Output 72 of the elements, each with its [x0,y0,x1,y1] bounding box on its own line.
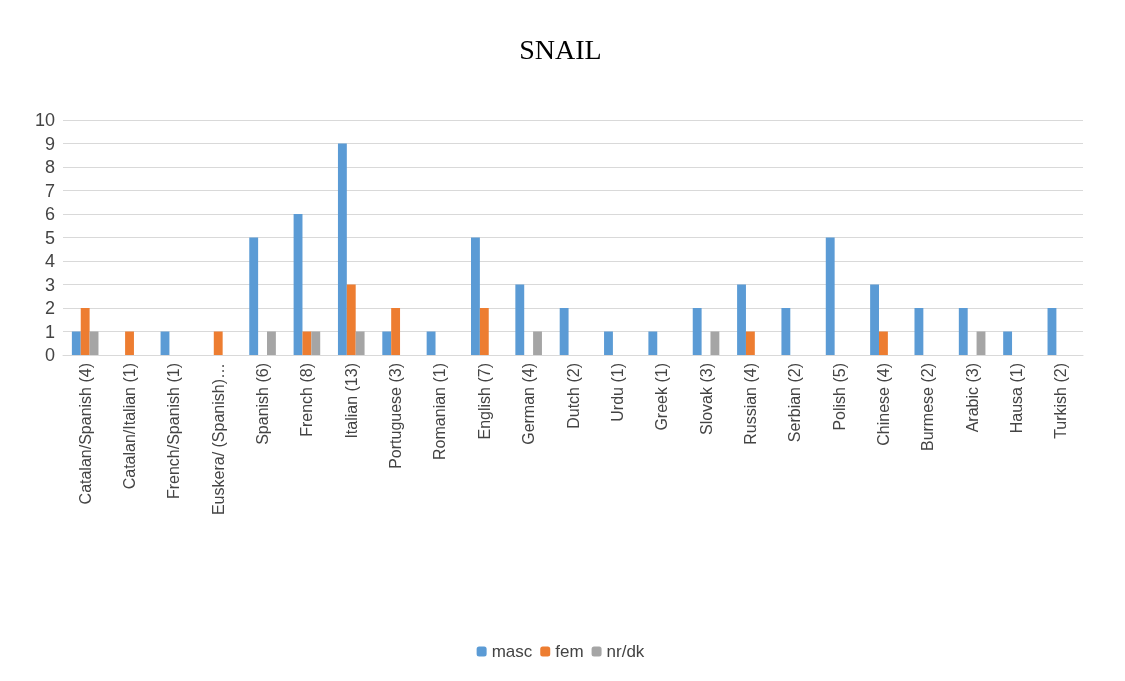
x-tick-label: Urdu (1) [608,363,626,422]
y-tick-label: 2 [44,298,55,318]
x-tick-label: Polish (5) [830,363,848,431]
bar [311,331,321,355]
y-tick-label: 1 [44,321,55,342]
x-tick-label: Chinese (4) [874,363,892,446]
bar [1003,331,1013,355]
bar [745,331,755,355]
bar [958,308,968,355]
bar [125,331,134,355]
y-tick-label: 9 [44,133,55,154]
bar [1047,308,1057,355]
x-tick-label: French (8) [298,363,316,437]
bar [914,308,924,355]
x-tick-label: Turkish (2) [1052,363,1070,439]
x-tick-label: Portuguese (3) [387,363,405,469]
x-tick-label: Greek (1) [653,363,671,431]
chart-title: SNAIL [519,33,602,65]
x-tick-label: Russian (4) [741,363,759,445]
bar [479,308,489,355]
bar [559,308,569,355]
bar [355,331,365,355]
bar [825,237,835,355]
bar [80,308,90,355]
bar [346,284,356,355]
bar [533,331,542,355]
y-tick-label: 5 [44,227,55,248]
y-tick-label: 6 [44,204,55,224]
x-tick-label: Euskera/ (Spanish)… [209,363,227,516]
x-tick-label: German (4) [520,363,538,445]
legend-label: masc [491,642,533,661]
x-tick-label: English (7) [475,363,493,440]
bar [781,308,791,355]
y-tick-label: 8 [44,157,55,177]
bar [337,143,347,355]
y-tick-label: 7 [44,180,55,201]
bar [870,284,879,355]
bar [391,308,401,355]
bar [879,331,888,355]
legend-label: fem [555,642,584,661]
bar [604,331,613,355]
bar [71,331,81,355]
bar [267,331,276,355]
x-tick-label: Catalan/Spanish (4) [76,363,94,505]
legend-label: nr/dk [606,642,645,661]
x-tick-label: Arabic (3) [963,363,981,433]
x-tick-label: Hausa (1) [1007,363,1025,434]
bar [213,331,223,355]
x-tick-label: Italian (13) [342,363,360,439]
x-tick-label: Catalan/Italian (1) [121,363,139,490]
y-tick-label: 10 [34,110,55,130]
x-tick-label: Dutch (2) [564,363,582,429]
bar [737,284,746,355]
y-tick-label: 0 [44,345,55,365]
bar [249,237,259,355]
bar [692,308,702,355]
bar [382,331,392,355]
bar [302,331,312,355]
bar [471,237,480,355]
x-tick-label: Slovak (3) [697,363,715,436]
bar [515,284,525,355]
bar [293,214,303,355]
y-tick-label: 4 [44,251,55,271]
x-tick-label: Romanian (1) [431,363,449,460]
x-tick-label: Spanish (6) [254,363,272,445]
bar [426,331,436,355]
bar [648,331,658,355]
y-tick-label: 3 [44,274,55,295]
bar [710,331,720,355]
x-tick-label: Burmese (2) [919,363,937,452]
x-tick-label: French/Spanish (1) [165,363,183,500]
x-tick-label: Serbian (2) [786,363,804,443]
